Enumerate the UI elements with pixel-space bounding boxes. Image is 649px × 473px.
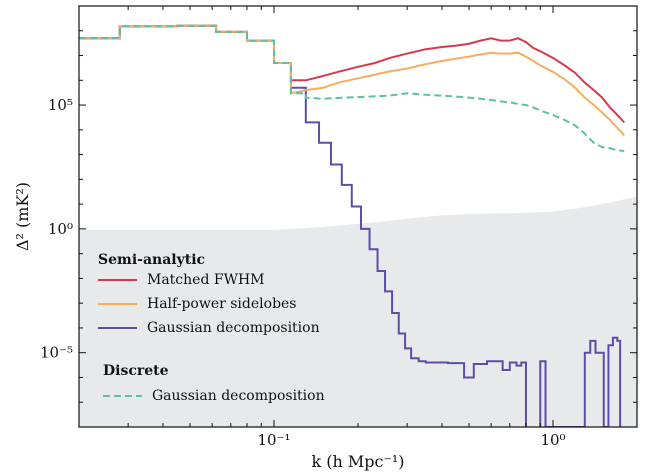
series-line-1 (79, 24, 625, 137)
legend: Semi-analytic Matched FWHM Half-power side… (98, 252, 325, 404)
y-tick-label-2: 10⁻⁵ (40, 344, 73, 362)
legend-entry-discrete-0: Gaussian decomposition (152, 388, 325, 404)
legend-title-1: Discrete (103, 363, 169, 379)
shaded-region-layer (79, 196, 637, 427)
y-axis-label: Δ² (mK²) (13, 182, 32, 251)
legend-title-0: Semi-analytic (98, 252, 205, 268)
y-tick-label-1: 10⁰ (48, 220, 73, 238)
tick-layer: 10⁻¹ 10⁰ 10⁵ 10⁰ 10⁻⁵ (40, 6, 638, 449)
series-layer (79, 24, 625, 427)
series-line-3 (539, 336, 622, 427)
x-axis-label: k (h Mpc⁻¹) (311, 452, 404, 471)
series-line-0 (79, 24, 625, 124)
legend-entry-2: Gaussian decomposition (147, 320, 320, 336)
shaded-region (79, 196, 637, 427)
legend-entry-1: Half-power sidelobes (147, 296, 297, 312)
y-tick-label-0: 10⁵ (48, 96, 73, 114)
legend-entry-0: Matched FWHM (147, 272, 265, 288)
x-tick-label-0: 10⁻¹ (257, 431, 290, 449)
x-tick-label-1: 10⁰ (540, 431, 565, 449)
series-line-4 (79, 24, 625, 152)
